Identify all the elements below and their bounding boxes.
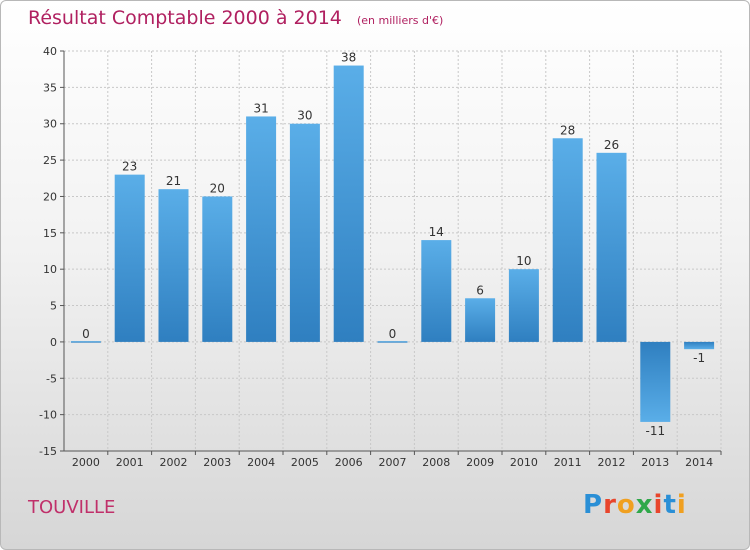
- logo-letter: o: [616, 490, 636, 520]
- bar: [552, 138, 583, 342]
- location-label: TOUVILLE: [28, 497, 116, 518]
- data-label: 14: [429, 225, 444, 239]
- data-label: 30: [297, 109, 312, 123]
- bar: [465, 298, 496, 342]
- bar: [640, 341, 671, 422]
- data-label: 20: [210, 181, 225, 195]
- bar: [508, 269, 539, 342]
- logo-letter: P: [583, 490, 604, 520]
- y-tick-label: 20: [43, 190, 57, 203]
- x-tick-label: 2004: [247, 456, 275, 469]
- x-tick-label: 2013: [641, 456, 669, 469]
- x-tick-label: 2006: [335, 456, 363, 469]
- data-label: 0: [389, 327, 397, 341]
- logo-letter: r: [603, 490, 617, 520]
- chart-title: Résultat Comptable 2000 à 2014: [28, 7, 342, 29]
- y-tick-label: -10: [39, 409, 57, 422]
- x-tick-label: 2002: [160, 456, 188, 469]
- x-tick-label: 2007: [379, 456, 407, 469]
- data-label: 28: [560, 123, 575, 137]
- bar: [158, 189, 189, 342]
- data-label: 6: [476, 283, 484, 297]
- bar: [246, 116, 277, 342]
- bar: [377, 341, 408, 343]
- data-label: 38: [341, 51, 356, 65]
- y-tick-label: 15: [43, 227, 57, 240]
- y-tick-label: 10: [43, 263, 57, 276]
- y-tick-label: 5: [50, 300, 57, 313]
- x-tick-label: 2009: [466, 456, 494, 469]
- data-label: 26: [604, 138, 619, 152]
- data-label: 21: [166, 174, 181, 188]
- logo-letter: i: [653, 490, 664, 520]
- chart-title-block: Résultat Comptable 2000 à 2014 (en milli…: [28, 7, 443, 29]
- bar: [289, 123, 320, 342]
- data-label: 0: [82, 327, 90, 341]
- y-tick-label: 0: [50, 336, 57, 349]
- logo-letter: i: [676, 490, 687, 520]
- bar: [114, 174, 145, 342]
- bar: [70, 341, 101, 343]
- x-tick-label: 2011: [554, 456, 582, 469]
- data-label: 10: [516, 254, 531, 268]
- y-tick-label: 30: [43, 118, 57, 131]
- data-labels: 0 23 21 20 31 30 38 0 14 6 10 28 26 -11 -1: [82, 51, 705, 438]
- chart-subtitle: (en milliers d'€): [356, 14, 444, 27]
- bar: [596, 152, 627, 342]
- bar: [333, 65, 364, 342]
- data-label: -1: [693, 351, 705, 365]
- x-tick-label: 2005: [291, 456, 319, 469]
- y-tick-label: 35: [43, 81, 57, 94]
- data-label: 23: [122, 160, 137, 174]
- y-tick-label: 25: [43, 154, 57, 167]
- x-tick-label: 2001: [116, 456, 144, 469]
- x-tick-label: 2010: [510, 456, 538, 469]
- y-tick-label: 40: [43, 45, 57, 58]
- bar: [202, 196, 233, 342]
- logo-letter: x: [635, 490, 654, 520]
- x-tick-label: 2003: [203, 456, 231, 469]
- bar: [421, 240, 452, 342]
- x-tick-label: 2008: [422, 456, 450, 469]
- proxiti-logo: Proxiti: [583, 490, 687, 520]
- x-tick-label: 2012: [598, 456, 626, 469]
- data-label: -11: [645, 424, 665, 438]
- bars: [70, 65, 715, 422]
- x-tick-label: 2014: [685, 456, 713, 469]
- y-tick-label: -15: [39, 445, 57, 458]
- data-label: 31: [253, 101, 268, 115]
- logo-letter: t: [663, 490, 677, 520]
- y-tick-label: -5: [46, 372, 57, 385]
- bar: [684, 341, 715, 350]
- x-tick-label: 2000: [72, 456, 100, 469]
